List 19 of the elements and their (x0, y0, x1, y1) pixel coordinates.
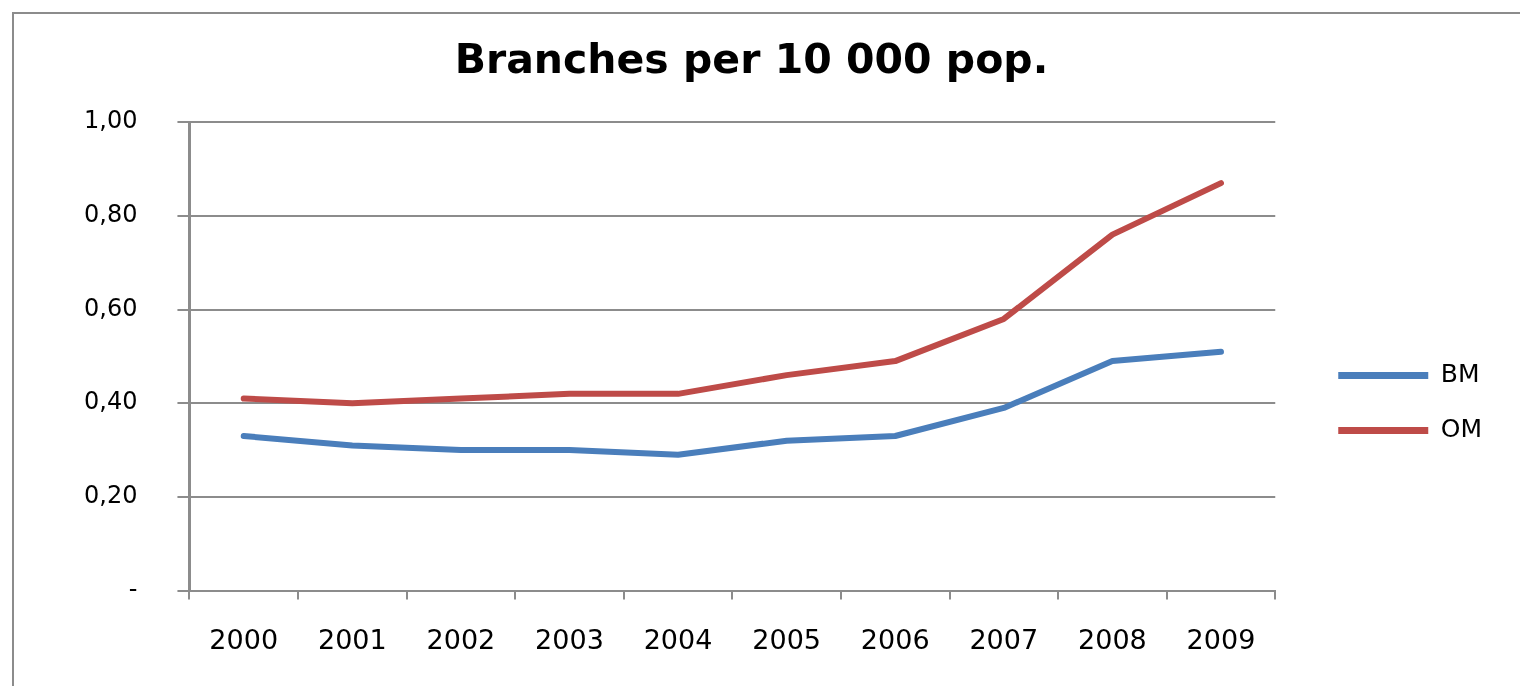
y-tick-label: - (128, 574, 138, 603)
x-tick-label: 2001 (317, 623, 387, 655)
x-tick-label: 2004 (643, 623, 713, 655)
y-tick-label: 1,00 (84, 106, 138, 135)
x-tick-label: 2005 (752, 623, 821, 655)
y-tick-label: 0,40 (84, 387, 138, 416)
legend-label: OM (1440, 414, 1482, 443)
x-tick-label: 2007 (969, 623, 1039, 655)
y-tick-label: 0,80 (84, 200, 138, 229)
x-tick-label: 2008 (1078, 623, 1147, 655)
legend-label: BM (1440, 359, 1480, 388)
x-tick-label: 2002 (426, 623, 496, 655)
chart-title: Branches per 10 000 pop. (454, 35, 1049, 84)
x-tick-label: 2009 (1186, 623, 1256, 655)
x-tick-label: 2000 (209, 623, 279, 655)
x-tick-label: 2006 (860, 623, 930, 655)
y-tick-label: 0,20 (84, 481, 138, 510)
y-tick-label: 0,60 (84, 293, 138, 322)
x-tick-label: 2003 (535, 623, 604, 655)
